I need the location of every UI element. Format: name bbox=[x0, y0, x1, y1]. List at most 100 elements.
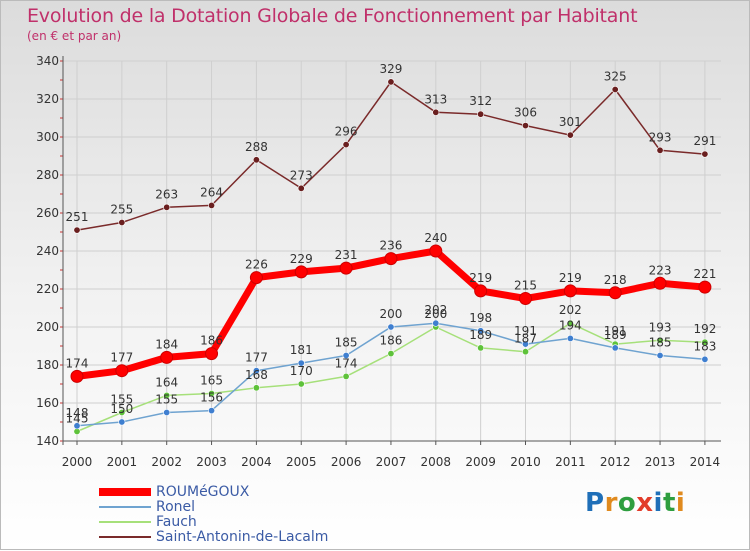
data-point-fauch bbox=[387, 350, 395, 358]
data-point-saint-antonin-de-lacalm bbox=[566, 131, 574, 139]
chart-title: Evolution de la Dotation Globale de Fonc… bbox=[27, 5, 638, 27]
data-point-roum-goux bbox=[115, 364, 129, 378]
y-tick-label: 260 bbox=[36, 206, 59, 220]
data-label-saint-antonin-de-lacalm: 251 bbox=[66, 210, 89, 224]
y-tick-label: 300 bbox=[36, 130, 59, 144]
data-label-ronel: 191 bbox=[514, 324, 537, 338]
logo-letter: r bbox=[604, 488, 618, 518]
data-label-saint-antonin-de-lacalm: 264 bbox=[200, 185, 223, 199]
data-label-roum-goux: 240 bbox=[424, 231, 447, 245]
y-tick-label: 220 bbox=[36, 282, 59, 296]
x-tick-label: 2008 bbox=[421, 455, 452, 469]
data-point-saint-antonin-de-lacalm bbox=[656, 146, 664, 154]
data-label-roum-goux: 231 bbox=[335, 248, 358, 262]
data-label-saint-antonin-de-lacalm: 325 bbox=[604, 70, 627, 84]
data-label-ronel: 194 bbox=[559, 318, 582, 332]
data-point-ronel bbox=[477, 327, 485, 335]
data-label-ronel: 150 bbox=[110, 402, 133, 416]
data-label-ronel: 148 bbox=[66, 406, 89, 420]
data-label-ronel: 198 bbox=[469, 311, 492, 325]
x-tick-label: 2000 bbox=[62, 455, 93, 469]
data-point-saint-antonin-de-lacalm bbox=[252, 156, 260, 164]
data-label-roum-goux: 236 bbox=[379, 239, 402, 253]
data-label-ronel: 189 bbox=[604, 328, 627, 342]
x-tick-label: 2005 bbox=[286, 455, 317, 469]
legend-swatch-roumegoux bbox=[99, 488, 151, 496]
data-label-ronel: 155 bbox=[155, 393, 178, 407]
logo-letter: x bbox=[636, 488, 654, 518]
data-label-ronel: 156 bbox=[200, 391, 223, 405]
x-tick-label: 2001 bbox=[107, 455, 138, 469]
x-tick-label: 2014 bbox=[690, 455, 721, 469]
data-point-ronel bbox=[701, 355, 709, 363]
data-point-roum-goux bbox=[698, 280, 712, 294]
data-label-fauch: 170 bbox=[290, 364, 313, 378]
data-label-fauch: 165 bbox=[200, 374, 223, 388]
x-tick-label: 2010 bbox=[510, 455, 541, 469]
data-point-roum-goux bbox=[294, 265, 308, 279]
data-point-fauch bbox=[163, 391, 171, 399]
data-point-fauch bbox=[521, 348, 529, 356]
data-point-roum-goux bbox=[653, 276, 667, 290]
data-label-fauch: 145 bbox=[66, 412, 89, 426]
data-label-roum-goux: 219 bbox=[559, 271, 582, 285]
data-label-ronel: 183 bbox=[693, 339, 716, 353]
x-tick-label: 2013 bbox=[645, 455, 676, 469]
data-label-fauch: 187 bbox=[514, 332, 537, 346]
data-point-roum-goux bbox=[429, 244, 443, 258]
data-label-saint-antonin-de-lacalm: 312 bbox=[469, 94, 492, 108]
data-label-saint-antonin-de-lacalm: 329 bbox=[379, 62, 402, 76]
x-tick-label: 2007 bbox=[376, 455, 407, 469]
data-label-saint-antonin-de-lacalm: 313 bbox=[424, 92, 447, 106]
data-point-ronel bbox=[252, 367, 260, 375]
data-point-saint-antonin-de-lacalm bbox=[73, 226, 81, 234]
data-point-fauch bbox=[252, 384, 260, 392]
y-tick-label: 200 bbox=[36, 320, 59, 334]
data-point-saint-antonin-de-lacalm bbox=[118, 219, 126, 227]
data-label-saint-antonin-de-lacalm: 291 bbox=[693, 134, 716, 148]
data-point-ronel bbox=[297, 359, 305, 367]
data-point-roum-goux bbox=[608, 286, 622, 300]
data-point-roum-goux bbox=[339, 261, 353, 275]
data-label-ronel: 200 bbox=[379, 307, 402, 321]
data-point-roum-goux bbox=[205, 347, 219, 361]
chart-subtitle: (en € et par an) bbox=[27, 29, 122, 43]
x-tick-label: 2012 bbox=[600, 455, 631, 469]
legend-label-fauch: Fauch bbox=[156, 514, 197, 530]
data-label-ronel: 185 bbox=[649, 336, 672, 350]
data-point-saint-antonin-de-lacalm bbox=[521, 122, 529, 130]
x-tick-label: 2006 bbox=[331, 455, 362, 469]
data-point-ronel bbox=[73, 422, 81, 430]
data-point-saint-antonin-de-lacalm bbox=[387, 78, 395, 86]
proxiti-logo: Proxiti bbox=[585, 488, 685, 518]
x-tick-label: 2009 bbox=[465, 455, 496, 469]
data-label-saint-antonin-de-lacalm: 255 bbox=[110, 203, 133, 217]
data-point-ronel bbox=[118, 418, 126, 426]
data-label-fauch: 155 bbox=[110, 393, 133, 407]
y-tick-label: 280 bbox=[36, 168, 59, 182]
data-label-roum-goux: 229 bbox=[290, 252, 313, 266]
data-point-saint-antonin-de-lacalm bbox=[208, 201, 216, 209]
x-tick-label: 2002 bbox=[151, 455, 182, 469]
data-point-fauch bbox=[118, 408, 126, 416]
data-point-roum-goux bbox=[563, 284, 577, 298]
data-point-roum-goux bbox=[384, 252, 398, 266]
logo-letter: i bbox=[653, 488, 663, 518]
y-tick-label: 180 bbox=[36, 358, 59, 372]
data-label-roum-goux: 218 bbox=[604, 273, 627, 287]
data-point-roum-goux bbox=[160, 350, 174, 364]
data-point-fauch bbox=[208, 389, 216, 397]
logo-letter: P bbox=[585, 488, 605, 518]
data-label-fauch: 189 bbox=[469, 328, 492, 342]
data-label-ronel: 202 bbox=[424, 303, 447, 317]
data-label-saint-antonin-de-lacalm: 263 bbox=[155, 187, 178, 201]
y-tick-label: 160 bbox=[36, 396, 59, 410]
data-point-roum-goux bbox=[249, 271, 263, 285]
data-label-ronel: 185 bbox=[335, 336, 358, 350]
data-label-roum-goux: 226 bbox=[245, 258, 268, 272]
data-label-roum-goux: 184 bbox=[155, 337, 178, 351]
data-label-fauch: 192 bbox=[693, 322, 716, 336]
data-point-ronel bbox=[566, 334, 574, 342]
